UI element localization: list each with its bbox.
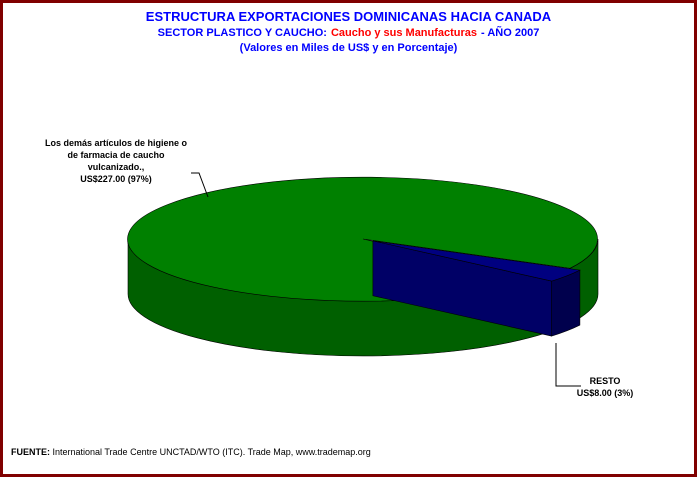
subtitle-part: Caucho y sus Manufacturas <box>330 27 478 39</box>
chart-subtitle: SECTOR PLASTICO Y CAUCHO: Caucho y sus Ma… <box>3 27 694 39</box>
chart-title: ESTRUCTURA EXPORTACIONES DOMINICANAS HAC… <box>145 9 552 24</box>
leader-line <box>191 172 209 198</box>
value-label: US$8.00 (3%) <box>576 388 634 398</box>
value-label: US$227.00 (97%) <box>80 174 152 184</box>
leader-line <box>555 343 581 387</box>
pie-plot <box>127 172 599 387</box>
subtitle-part: SECTOR PLASTICO Y CAUCHO: <box>157 27 327 39</box>
source-label: FUENTE: <box>11 447 50 457</box>
data-label: RESTO US$8.00 (3%) <box>575 375 635 399</box>
category-label: Los demás artículos de higiene o de farm… <box>44 138 188 172</box>
source-text: International Trade Centre UNCTAD/WTO (I… <box>52 447 371 457</box>
pie-slice <box>372 240 581 282</box>
subtitle-part: - AÑO 2007 <box>481 27 540 39</box>
category-label: RESTO <box>589 376 621 386</box>
chart-note: (Valores en Miles de US$ y en Porcentaje… <box>239 42 458 54</box>
data-label: Los demás artículos de higiene o de farm… <box>41 137 191 185</box>
source: FUENTE: International Trade Centre UNCTA… <box>11 447 371 457</box>
